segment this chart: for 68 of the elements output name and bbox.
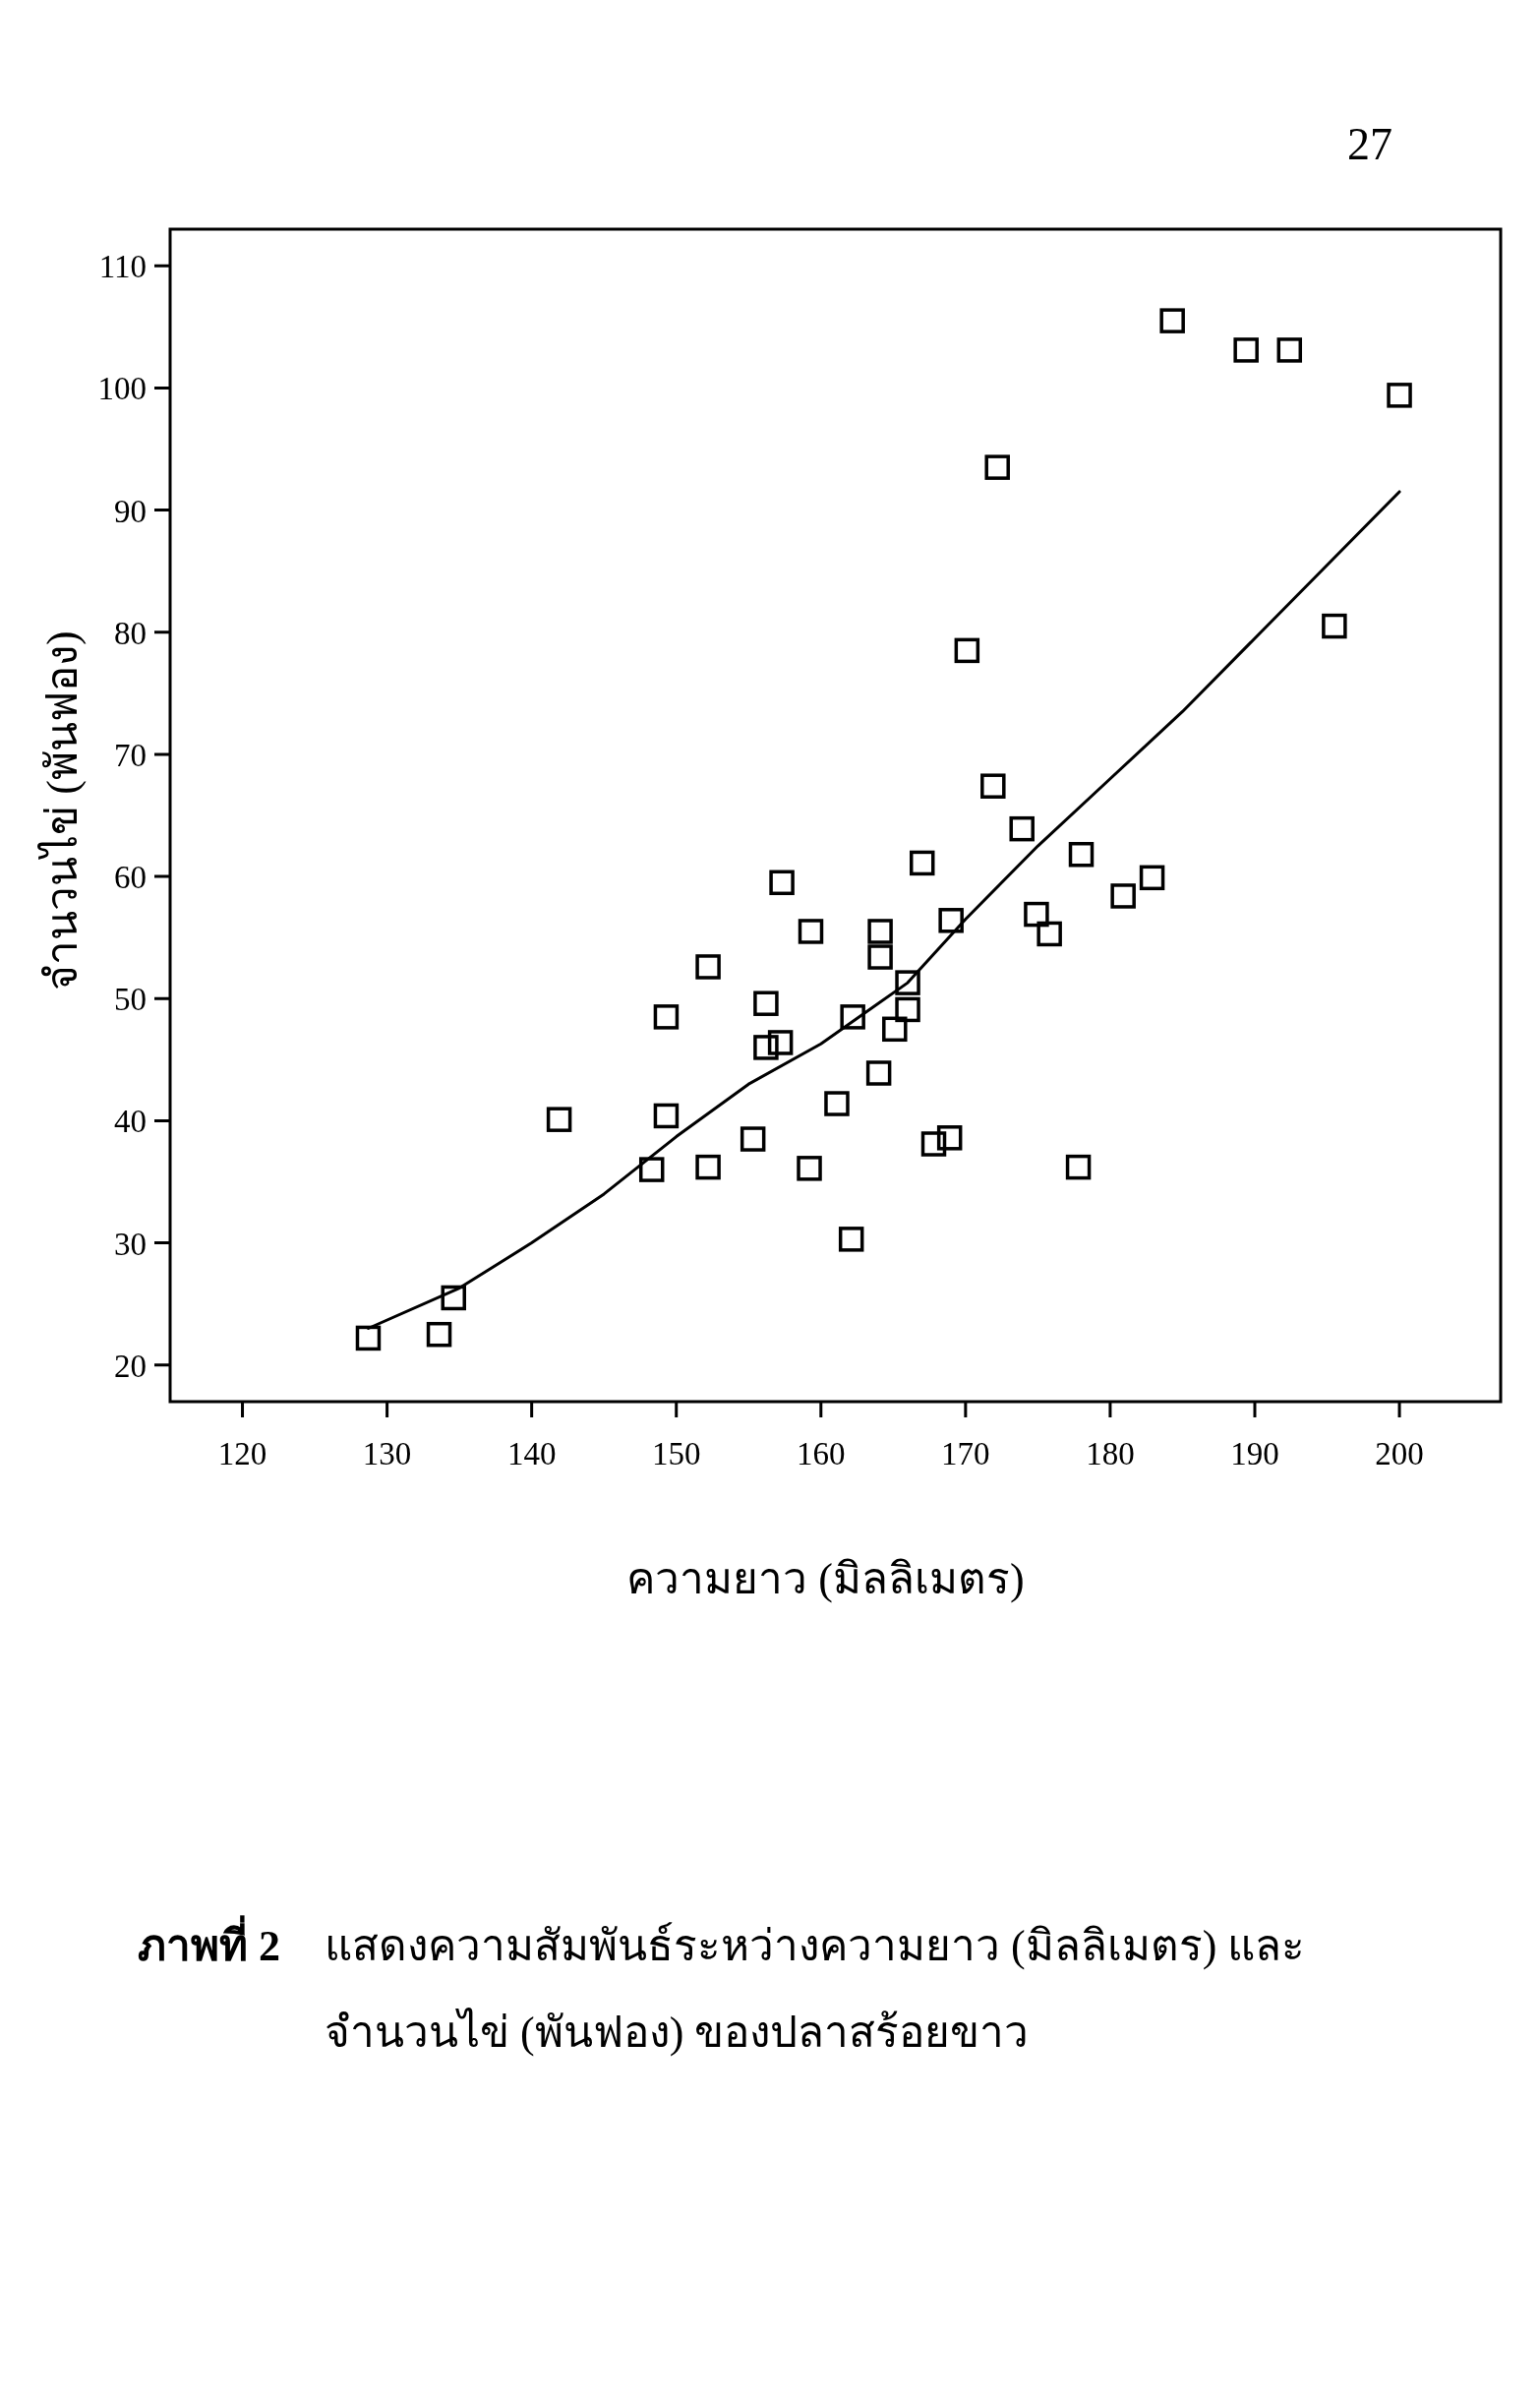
point — [653, 1103, 680, 1129]
x-tick-label: 160 — [797, 1436, 846, 1471]
point — [954, 637, 980, 664]
point — [355, 1325, 382, 1351]
point — [1024, 901, 1049, 928]
x-tick-label: 130 — [362, 1436, 412, 1471]
y-tick-label: 110 — [98, 249, 147, 285]
point — [867, 919, 893, 944]
x-tick-label: 170 — [941, 1436, 990, 1471]
point — [824, 1091, 850, 1116]
point — [882, 1016, 908, 1043]
x-tick-label: 150 — [651, 1436, 701, 1471]
point — [1009, 815, 1035, 842]
y-tick-label: 30 — [114, 1226, 147, 1262]
y-tick-label: 60 — [114, 860, 147, 896]
point — [546, 1107, 572, 1132]
x-axis-title: ความยาว (มิลลิเมตร) — [626, 1555, 1025, 1603]
point — [1233, 337, 1259, 363]
point — [797, 1156, 822, 1181]
point — [840, 1004, 865, 1030]
point — [769, 870, 795, 896]
point — [695, 954, 721, 980]
point — [895, 996, 920, 1023]
point — [753, 1035, 779, 1060]
text: แสดงความสัมพันธ์ระหว่างความยาว (มิลลิเมตร) และจำนวนไข่ (พันฟอง) ของปลาสร้อยขาว — [325, 1921, 1307, 2059]
y-tick-label: 70 — [114, 737, 147, 773]
point — [895, 970, 920, 995]
point — [740, 1126, 766, 1152]
point — [838, 1227, 864, 1252]
point — [1387, 383, 1412, 408]
y-tick-label: 100 — [97, 371, 147, 407]
point — [1276, 337, 1303, 363]
point — [1159, 308, 1185, 333]
y-tick-label: 80 — [114, 615, 147, 651]
point — [798, 919, 824, 944]
text: ภาพที่ 2 — [138, 1914, 281, 1972]
x-tick-label: 200 — [1375, 1436, 1424, 1471]
point — [653, 1004, 680, 1030]
point — [1110, 883, 1136, 909]
point — [767, 1030, 794, 1055]
y-tick-label: 40 — [114, 1104, 147, 1140]
point — [1139, 865, 1165, 891]
point — [1037, 921, 1062, 947]
text: 27 — [1347, 118, 1392, 170]
point — [867, 944, 893, 970]
x-tick-label: 120 — [217, 1436, 267, 1471]
point — [920, 1131, 947, 1157]
point — [936, 1125, 963, 1151]
point — [753, 990, 779, 1016]
x-tick-label: 180 — [1086, 1436, 1135, 1471]
point — [980, 773, 1006, 799]
point — [426, 1321, 452, 1348]
point — [638, 1157, 665, 1182]
point — [1068, 841, 1095, 868]
y-axis-title: จำนวนไข่ (พันฟอง) — [37, 630, 87, 990]
y-tick-label: 50 — [114, 982, 147, 1018]
y-tick-label: 90 — [114, 493, 147, 529]
point — [984, 454, 1010, 480]
x-tick-label: 190 — [1230, 1436, 1279, 1471]
point — [865, 1060, 892, 1086]
y-tick-label: 20 — [114, 1348, 147, 1384]
point — [909, 850, 935, 876]
point — [695, 1154, 721, 1180]
point — [1322, 613, 1347, 639]
point — [1065, 1154, 1092, 1180]
point — [938, 908, 964, 933]
point — [441, 1285, 466, 1311]
x-tick-label: 140 — [506, 1436, 557, 1471]
